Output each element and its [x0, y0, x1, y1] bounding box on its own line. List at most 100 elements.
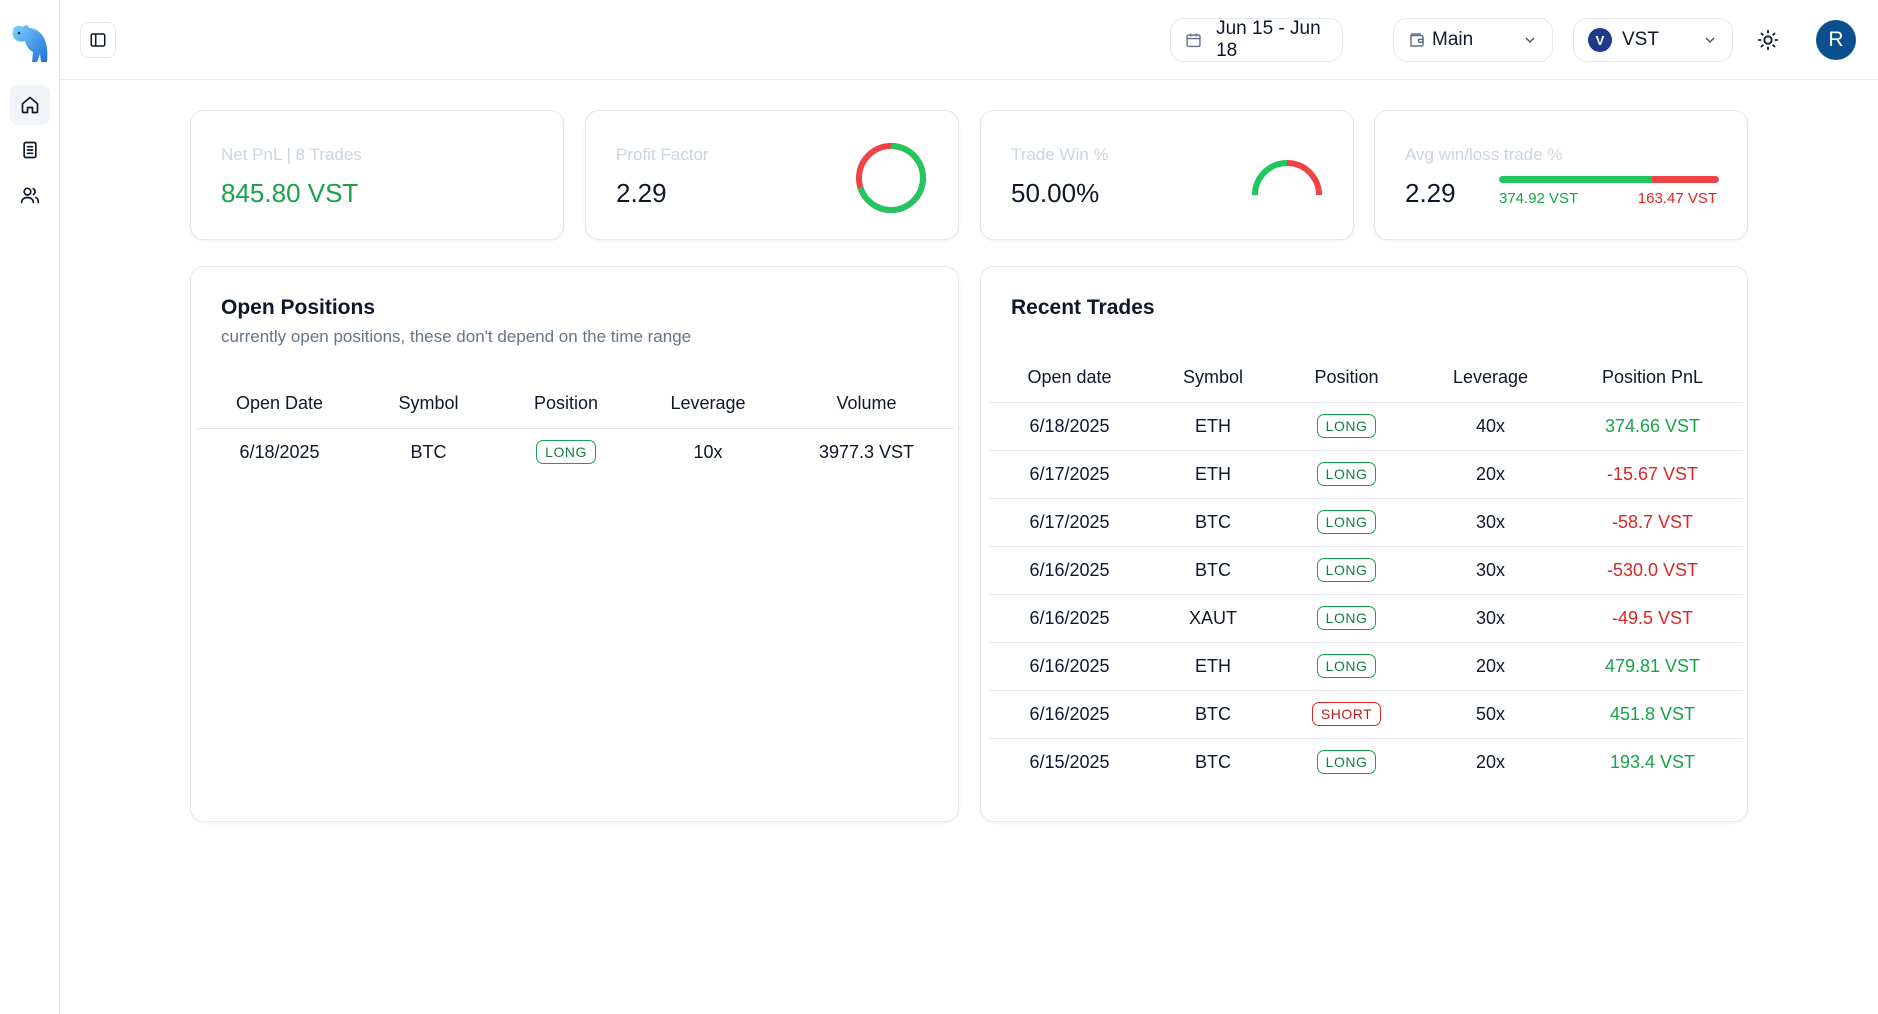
open-positions-subtitle: currently open positions, these don't de… [221, 327, 692, 346]
open-positions-title: Open Positions [221, 296, 376, 319]
date-cell: 6/17/2025 [987, 449, 1152, 498]
trade-win-label: Trade Win % [1011, 145, 1109, 164]
leverage-cell: 30x [1419, 593, 1562, 642]
table-row[interactable]: 6/17/2025 ETH LONG 20x -15.67 VST [987, 449, 1743, 498]
leverage-cell: 40x [1419, 401, 1562, 450]
position-badge: LONG [536, 440, 596, 465]
table-row[interactable]: 6/15/2025 BTC LONG 20x 193.4 VST [987, 737, 1743, 786]
donut-win-arc [856, 143, 926, 213]
sidebar [0, 0, 60, 1014]
win-bar-segment [1499, 176, 1653, 183]
pnl-cell: -49.5 VST [1562, 593, 1743, 642]
recent-trades-title: Recent Trades [1011, 296, 1155, 319]
column-header: Volume [836, 393, 897, 414]
column-header: Position PnL [1601, 367, 1704, 388]
date-cell: 6/18/2025 [197, 427, 362, 476]
table-row[interactable]: 6/17/2025 BTC LONG 30x -58.7 VST [987, 497, 1743, 546]
column-header: Position [533, 393, 599, 414]
currency-select[interactable]: V VST [1573, 18, 1733, 62]
date-range-picker[interactable]: Jun 15 - Jun 18 [1170, 18, 1343, 62]
net-pnl-label: Net PnL | 8 Trades [221, 145, 362, 164]
trade-win-gauge [1252, 160, 1322, 196]
date-cell: 6/16/2025 [987, 689, 1152, 738]
position-cell: LONG [1274, 641, 1419, 690]
currency-label: VST [1622, 29, 1659, 50]
pnl-cell: 193.4 VST [1562, 737, 1743, 786]
avg-win-loss-card: Avg win/loss trade % 2.29 374.92 VST 163… [1374, 110, 1748, 240]
journal-icon [23, 141, 37, 159]
volume-cell: 3977.3 VST [779, 427, 954, 476]
symbol-cell: XAUT [1152, 593, 1274, 642]
position-cell: SHORT [1274, 689, 1419, 738]
pnl-cell: 451.8 VST [1562, 689, 1743, 738]
leverage-cell: 20x [1419, 449, 1562, 498]
gauge-win-arc [1252, 160, 1288, 196]
symbol-cell: ETH [1152, 641, 1274, 690]
symbol-cell: BTC [1152, 497, 1274, 546]
table-row[interactable]: 6/16/2025 XAUT LONG 30x -49.5 VST [987, 593, 1743, 642]
leverage-cell: 30x [1419, 497, 1562, 546]
calendar-icon [1186, 33, 1201, 48]
avg-win-loss-label: Avg win/loss trade % [1405, 145, 1563, 164]
avg-win-loss-value: 2.29 [1405, 178, 1456, 208]
position-badge: LONG [1316, 558, 1377, 582]
leverage-cell: 30x [1419, 545, 1562, 594]
table-row[interactable]: 6/16/2025 BTC SHORT 50x 451.8 VST [987, 689, 1743, 738]
position-cell: LONG [1274, 593, 1419, 642]
user-avatar[interactable]: R [1816, 20, 1856, 60]
home-icon [21, 96, 39, 114]
polar-bear-logo[interactable] [10, 22, 50, 66]
position-cell: LONG [1274, 497, 1419, 546]
table-row[interactable]: 6/16/2025 ETH LONG 20x 479.81 VST [987, 641, 1743, 690]
position-badge: LONG [1316, 462, 1377, 486]
account-select[interactable]: Main [1393, 18, 1553, 62]
position-cell: LONG [1274, 545, 1419, 594]
date-cell: 6/16/2025 [987, 545, 1152, 594]
avg-win-label: 374.92 VST [1499, 190, 1579, 207]
pnl-cell: -58.7 VST [1562, 497, 1743, 546]
column-header: Open date [1027, 367, 1112, 388]
leverage-cell: 20x [1419, 737, 1562, 786]
symbol-cell: ETH [1152, 449, 1274, 498]
column-header: Leverage [670, 393, 746, 414]
pnl-cell: -15.67 VST [1562, 449, 1743, 498]
date-cell: 6/18/2025 [987, 401, 1152, 450]
leverage-cell: 50x [1419, 689, 1562, 738]
gauge-loss-arc [1286, 160, 1322, 196]
wallet-icon [1410, 33, 1424, 47]
table-row[interactable]: 6/18/2025 ETH LONG 40x 374.66 VST [987, 401, 1743, 450]
position-badge: LONG [1316, 510, 1377, 534]
profit-factor-value: 2.29 [616, 178, 667, 208]
win-loss-bar [1499, 176, 1719, 183]
position-cell: LONG [1274, 401, 1419, 450]
column-header: Symbol [398, 393, 459, 414]
pnl-cell: 479.81 VST [1562, 641, 1743, 690]
net-pnl-card: Net PnL | 8 Trades 845.80 VST [190, 110, 564, 240]
pnl-cell: -530.0 VST [1562, 545, 1743, 594]
position-cell: LONG [1274, 449, 1419, 498]
chevron-down-icon [1525, 37, 1535, 43]
symbol-cell: BTC [1152, 737, 1274, 786]
account-label: Main [1432, 29, 1474, 50]
position-badge: LONG [1316, 654, 1377, 678]
theme-toggle-button[interactable] [1750, 22, 1786, 58]
open-positions-table: Open Date Symbol Position Leverage Volume 6/… [197, 380, 954, 476]
leverage-cell: 10x [637, 427, 779, 476]
sidebar-item-journal[interactable] [10, 130, 50, 170]
panel-left-icon [90, 33, 106, 47]
leverage-cell: 20x [1419, 641, 1562, 690]
sidebar-item-home[interactable] [10, 85, 50, 125]
date-cell: 6/16/2025 [987, 641, 1152, 690]
sidebar-item-users[interactable] [10, 175, 50, 215]
profit-factor-card: Profit Factor 2.29 [585, 110, 959, 240]
chevron-down-icon [1705, 37, 1715, 43]
open-positions-panel: Open Positions currently open positions,… [190, 266, 959, 822]
symbol-cell: BTC [362, 427, 495, 476]
table-row[interactable]: 6/16/2025 BTC LONG 30x -530.0 VST [987, 545, 1743, 594]
vst-coin-icon: V [1588, 28, 1612, 52]
date-range-label: Jun 15 - Jun 18 [1216, 18, 1321, 61]
sidebar-toggle-button[interactable] [80, 22, 116, 58]
position-badge: SHORT [1311, 702, 1382, 726]
table-row[interactable]: 6/18/2025 BTC LONG 10x 3977.3 VST [197, 427, 954, 476]
date-cell: 6/15/2025 [987, 737, 1152, 786]
